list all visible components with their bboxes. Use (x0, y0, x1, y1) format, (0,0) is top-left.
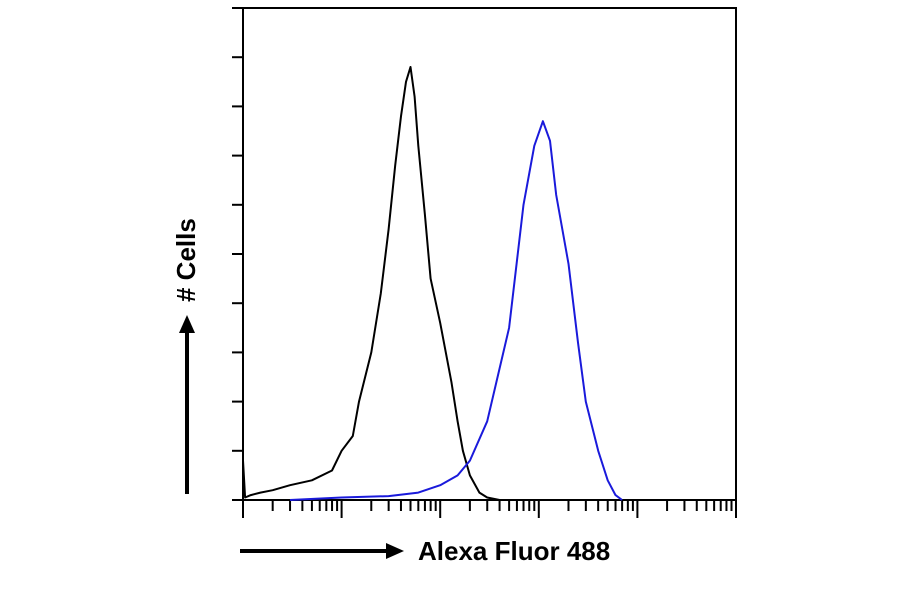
x-axis-arrow-head (386, 543, 404, 559)
series-line-sample (289, 120, 623, 501)
y-axis-arrow-head (179, 315, 195, 333)
plot-frame (242, 7, 737, 501)
series-line-control (242, 66, 500, 501)
x-axis-label: Alexa Fluor 488 (418, 536, 610, 566)
y-axis-label: # Cells (171, 218, 201, 302)
